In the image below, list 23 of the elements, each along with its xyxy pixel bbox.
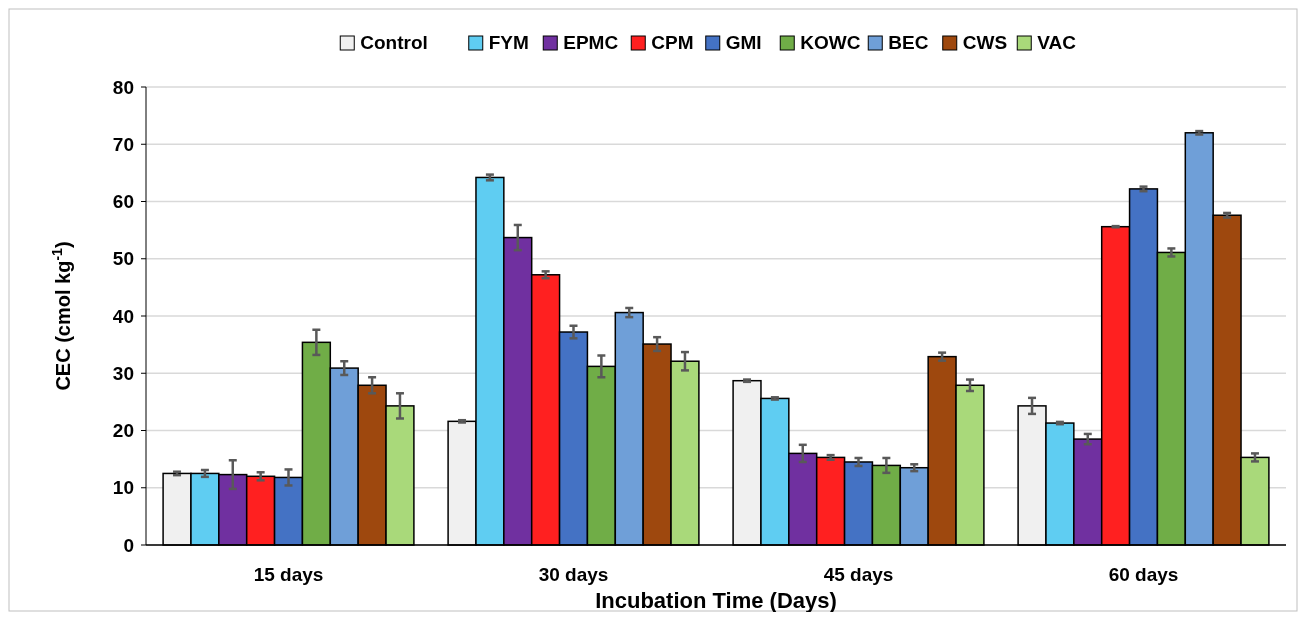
- y-tick-label: 60: [112, 191, 134, 213]
- y-tick-label: 70: [112, 133, 134, 155]
- legend-label: BEC: [888, 32, 929, 53]
- y-tick-label: 30: [112, 362, 134, 384]
- x-tick-label: 60 days: [1108, 564, 1179, 585]
- legend-label: CWS: [962, 32, 1008, 53]
- legend-label: KOWC: [800, 32, 861, 53]
- x-tick-label: 30 days: [538, 564, 609, 585]
- legend-label: GMI: [725, 32, 762, 53]
- legend-label: EPMC: [563, 32, 619, 53]
- x-tick-label: 15 days: [253, 564, 324, 585]
- y-tick-label: 50: [112, 248, 134, 270]
- x-axis-title: Incubation Time (Days): [595, 588, 837, 613]
- y-tick-label: 0: [123, 534, 134, 556]
- y-tick-label: 40: [112, 305, 134, 327]
- legend-label: Control: [360, 32, 428, 53]
- x-tick-label: 45 days: [823, 564, 894, 585]
- legend-label: FYM: [488, 32, 529, 53]
- legend-label: CPM: [651, 32, 694, 53]
- y-tick-label: 80: [112, 76, 134, 98]
- y-tick-label: 10: [112, 477, 134, 499]
- legend-label: VAC: [1037, 32, 1077, 53]
- y-tick-label: 20: [112, 420, 134, 442]
